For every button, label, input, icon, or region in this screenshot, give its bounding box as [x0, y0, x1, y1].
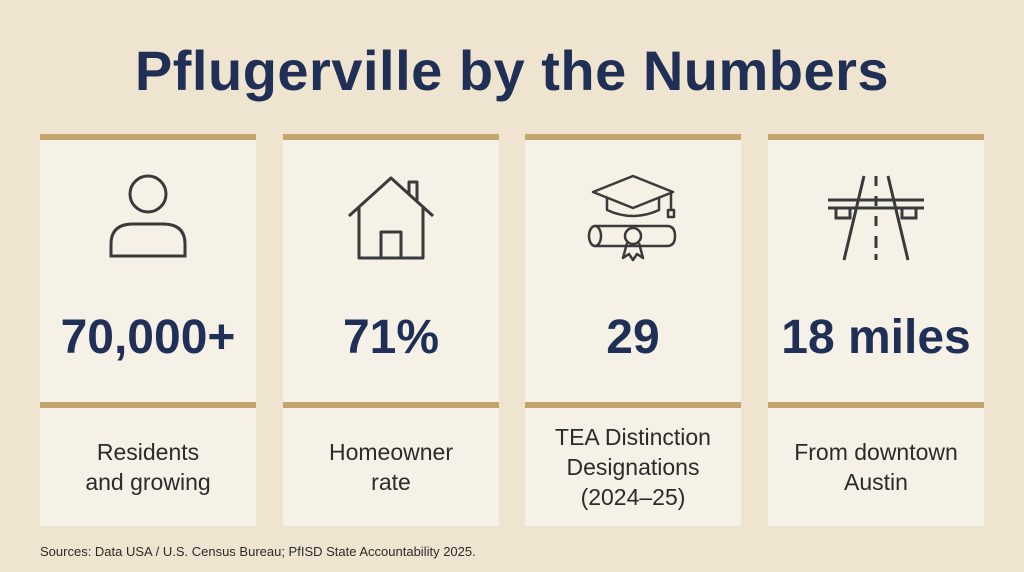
page-title: Pflugerville by the Numbers: [134, 39, 890, 102]
card-divider-bar: [283, 402, 499, 408]
graduation-diploma-icon: [525, 170, 741, 266]
house-icon: [283, 170, 499, 266]
stat-label: From downtown Austin: [794, 439, 958, 495]
stat-value: 70,000+: [60, 311, 236, 364]
stat-card-distance: 18 miles From downtown Austin: [768, 134, 984, 526]
card-top-accent-bar: [525, 134, 741, 140]
stat-label: Residents and growing: [85, 439, 211, 495]
card-divider-bar: [525, 402, 741, 408]
highway-icon: [768, 170, 984, 266]
stat-card-tea-distinctions: 29 TEA Distinction Designations (2024–25…: [525, 134, 741, 526]
sources-footnote: Sources: Data USA / U.S. Census Bureau; …: [40, 544, 476, 559]
card-divider-bar: [40, 402, 256, 408]
stat-label: Homeowner rate: [329, 439, 453, 495]
stat-card-residents: 70,000+ Residents and growing: [40, 134, 256, 526]
card-top-accent-bar: [40, 134, 256, 140]
card-divider-bar: [768, 402, 984, 408]
stat-value: 29: [606, 311, 660, 364]
stat-card-homeowner: 71% Homeowner rate: [283, 134, 499, 526]
stat-value: 71%: [342, 311, 440, 364]
person-icon: [40, 170, 256, 266]
stat-value: 18 miles: [781, 311, 971, 364]
stat-label: TEA Distinction Designations (2024–25): [555, 424, 711, 510]
card-top-accent-bar: [768, 134, 984, 140]
card-top-accent-bar: [283, 134, 499, 140]
